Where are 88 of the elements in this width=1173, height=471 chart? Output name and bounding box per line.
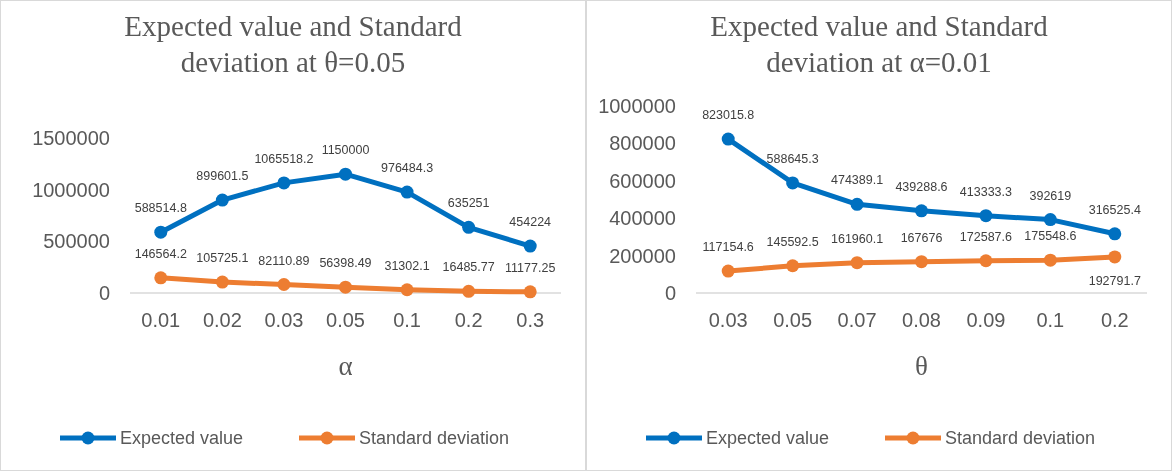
data-label: 1065518.2 — [254, 151, 314, 166]
point — [1043, 253, 1057, 267]
x-tick-label: 0.08 — [902, 309, 941, 331]
point — [979, 254, 993, 268]
point — [1108, 227, 1122, 241]
x-tick-label: 0.1 — [1036, 309, 1065, 331]
point — [915, 255, 928, 269]
data-label: 976484.3 — [381, 161, 434, 176]
x-tick-label: 0.07 — [837, 309, 877, 331]
point — [215, 193, 229, 207]
legend-label: Standard deviation — [359, 428, 510, 449]
point — [915, 204, 928, 218]
chart-title: Expected value and Standard deviation at θ=0.05 — [124, 10, 463, 78]
x-axis-title: α — [338, 351, 353, 381]
data-label: 474389.1 — [831, 173, 884, 188]
point — [462, 284, 476, 298]
data-label: 167676 — [900, 230, 943, 245]
data-label: 823015.8 — [702, 108, 755, 123]
point — [721, 264, 735, 278]
data-label: 82110.89 — [258, 253, 310, 268]
data-label: 161960.1 — [831, 231, 884, 246]
data-label: 175548.6 — [1024, 229, 1077, 244]
point — [850, 197, 864, 211]
point — [1108, 250, 1122, 264]
data-label: 1150000 — [321, 143, 370, 158]
point — [462, 220, 476, 234]
legend-label: Expected value — [706, 428, 830, 449]
x-tick-label: 0.1 — [393, 309, 421, 331]
data-label: 316525.4 — [1088, 202, 1141, 217]
point — [850, 256, 864, 270]
point — [154, 225, 168, 239]
point — [215, 275, 229, 289]
point — [786, 176, 800, 190]
point — [721, 132, 735, 146]
point — [400, 185, 414, 199]
data-label: 899601.5 — [196, 169, 249, 184]
y-tick-label: 800000 — [609, 132, 676, 155]
data-label: 392619 — [1029, 188, 1072, 203]
point — [277, 278, 291, 292]
y-tick-label: 200000 — [609, 244, 676, 267]
y-tick-label: 1000000 — [32, 178, 110, 201]
y-tick-label: 0 — [664, 282, 676, 304]
point — [339, 167, 352, 181]
data-label: 588645.3 — [766, 151, 819, 166]
data-label: 105725.1 — [196, 251, 249, 266]
data-label: 635251 — [447, 196, 490, 211]
data-label: 172587.6 — [959, 229, 1013, 244]
point — [154, 271, 168, 285]
data-label: 56398.49 — [319, 256, 372, 271]
data-label: 117154.6 — [702, 240, 754, 255]
data-label: 145592.5 — [766, 234, 819, 249]
x-tick-label: 0.05 — [773, 309, 813, 331]
data-label: 413333.3 — [959, 184, 1013, 199]
chart-title: Expected value and Standard deviation at α=0.01 — [710, 10, 1049, 78]
data-label: 16485.77 — [442, 260, 495, 275]
point — [523, 239, 537, 253]
x-axis-title: θ — [915, 351, 928, 381]
y-tick-label: 500000 — [43, 230, 110, 253]
y-tick-label: 1500000 — [32, 127, 110, 149]
data-label: 588514.8 — [134, 201, 187, 216]
point — [277, 176, 291, 190]
point — [1043, 213, 1057, 227]
point — [523, 285, 537, 299]
x-tick-label: 0.01 — [141, 309, 181, 331]
x-tick-label: 0.09 — [966, 309, 1006, 331]
x-tick-label: 0.03 — [708, 309, 748, 331]
x-tick-label: 0.2 — [1100, 309, 1129, 331]
data-label: 146564.2 — [134, 246, 187, 261]
data-label: 192791.7 — [1088, 273, 1141, 288]
point — [400, 283, 414, 297]
point — [786, 259, 800, 273]
x-tick-label: 0.3 — [516, 309, 545, 331]
legend-label: Standard deviation — [945, 428, 1096, 449]
data-label: 454224 — [509, 215, 552, 230]
y-tick-label: 0 — [98, 282, 110, 304]
x-tick-label: 0.03 — [264, 309, 304, 331]
data-label: 11177.25 — [505, 260, 556, 275]
y-tick-label: 600000 — [609, 169, 676, 192]
x-tick-label: 0.05 — [326, 309, 365, 331]
y-tick-label: 1000000 — [598, 95, 676, 117]
data-label: 439288.6 — [895, 179, 948, 194]
y-tick-label: 400000 — [609, 207, 676, 230]
legend-label: Expected value — [120, 428, 244, 449]
x-tick-label: 0.2 — [454, 309, 483, 331]
data-label: 31302.1 — [384, 258, 430, 273]
point — [339, 280, 352, 294]
x-tick-label: 0.02 — [202, 309, 242, 331]
point — [979, 209, 993, 223]
